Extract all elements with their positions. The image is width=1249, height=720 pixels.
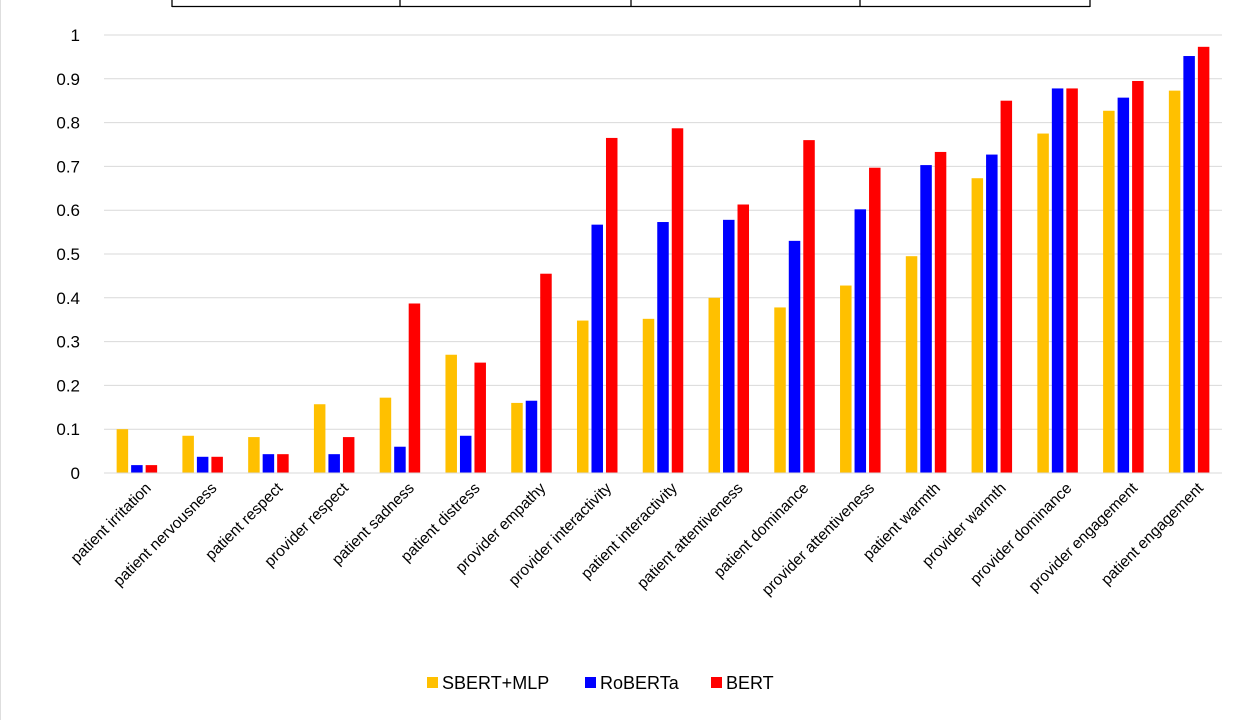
bar-bert [211, 456, 223, 473]
legend-label: BERT [726, 673, 774, 693]
bar-sbert-mlp [116, 429, 129, 473]
bar-bert [1066, 88, 1078, 473]
bar-sbert-mlp [511, 402, 523, 473]
y-axis: 0 0.1 0.2 0.3 0.4 0.5 0.6 0.7 0.8 0.9 1 [56, 26, 80, 483]
bar-roberta [262, 454, 275, 473]
x-tick-label: provider engagement [1026, 479, 1142, 595]
bar-bert [408, 303, 421, 473]
bar-roberta [657, 222, 669, 473]
bar-sbert-mlp [971, 178, 984, 473]
bar-bert [934, 151, 947, 474]
bar-bert [737, 204, 750, 474]
bar-roberta [459, 435, 472, 473]
legend-swatch [427, 677, 438, 688]
bars [116, 46, 1210, 474]
bar-roberta [854, 209, 867, 473]
y-tick-label: 0.3 [56, 333, 80, 352]
legend-swatch [711, 677, 722, 688]
bar-roberta [723, 219, 735, 473]
bar-sbert-mlp [642, 318, 655, 473]
bar-roberta [525, 400, 538, 473]
y-tick-label: 0.2 [56, 376, 80, 395]
bar-bert [671, 128, 684, 473]
y-tick-label: 0.5 [56, 245, 80, 264]
bar-roberta [788, 240, 801, 473]
bar-bert [1000, 100, 1013, 473]
bar-roberta [328, 454, 340, 473]
bar-bert [474, 362, 486, 473]
bar-bert [540, 273, 552, 473]
bar-bert [1197, 46, 1210, 474]
y-tick-label: 1 [71, 26, 80, 45]
bar-sbert-mlp [248, 437, 260, 473]
legend-label: SBERT+MLP [442, 673, 549, 693]
y-tick-label: 0.1 [56, 420, 80, 439]
bar-sbert-mlp [313, 404, 326, 473]
bar-bert [277, 454, 289, 473]
bar-bert [605, 137, 618, 473]
bar-sbert-mlp [1103, 110, 1115, 474]
bar-roberta [1117, 97, 1130, 473]
bar-roberta [1051, 88, 1064, 473]
top-table-fragment [171, 0, 1091, 8]
bar-sbert-mlp [774, 307, 786, 473]
y-tick-label: 0.6 [56, 201, 80, 220]
bar-sbert-mlp [182, 435, 194, 473]
y-tick-label: 0.9 [56, 70, 80, 89]
bar-sbert-mlp [708, 297, 721, 473]
y-tick-label: 0.7 [56, 157, 80, 176]
bar-sbert-mlp [576, 320, 589, 473]
bar-roberta [591, 224, 603, 473]
bar-sbert-mlp [840, 285, 852, 473]
bar-bert [342, 437, 355, 473]
bar-roberta [1183, 56, 1195, 474]
bar-bert [869, 167, 881, 474]
bar-sbert-mlp [445, 354, 457, 473]
legend: SBERT+MLP RoBERTa BERT [427, 673, 774, 693]
bar-sbert-mlp [379, 397, 392, 473]
bar-roberta [986, 154, 998, 473]
bar-roberta [394, 446, 406, 473]
bar-sbert-mlp [905, 256, 918, 473]
bar-sbert-mlp [1037, 133, 1049, 474]
x-tick-label: provider attentiveness [759, 480, 878, 599]
y-tick-label: 0.8 [56, 114, 80, 133]
bar-roberta [131, 465, 143, 473]
legend-swatch [585, 677, 596, 688]
bar-bert [803, 140, 815, 473]
bar-sbert-mlp [1168, 90, 1181, 473]
y-tick-label: 0.4 [56, 289, 80, 308]
legend-label: RoBERTa [600, 673, 680, 693]
bar-bert [1132, 80, 1144, 474]
y-tick-label: 0 [71, 464, 80, 483]
bar-roberta [920, 165, 932, 473]
bar-bert [145, 465, 158, 473]
bar-roberta [196, 456, 209, 473]
